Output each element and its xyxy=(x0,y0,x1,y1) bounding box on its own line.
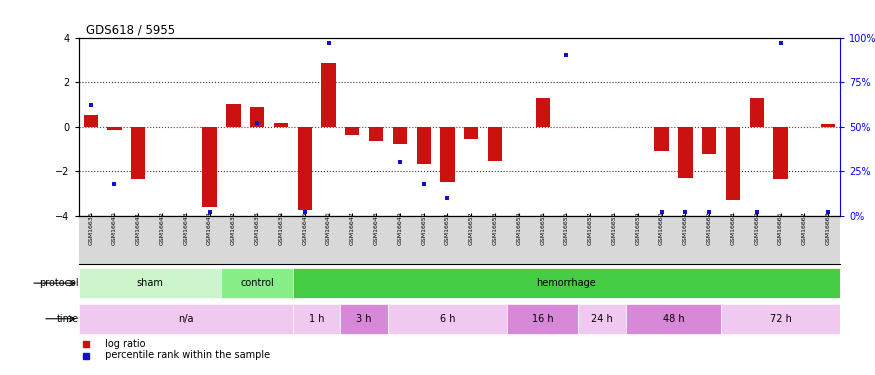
Bar xyxy=(274,123,288,127)
Bar xyxy=(821,124,836,127)
Bar xyxy=(250,106,264,127)
Bar xyxy=(108,127,122,130)
Bar xyxy=(321,63,336,127)
Bar xyxy=(507,304,578,334)
Bar xyxy=(440,127,455,182)
Bar xyxy=(131,127,145,179)
Bar xyxy=(726,127,740,200)
Text: 72 h: 72 h xyxy=(770,314,792,324)
Bar xyxy=(416,127,430,164)
Bar xyxy=(298,127,311,210)
Bar xyxy=(750,98,764,127)
Bar xyxy=(464,127,479,139)
Bar xyxy=(578,304,626,334)
Bar xyxy=(488,127,502,161)
Bar xyxy=(678,127,692,178)
Text: hemorrhage: hemorrhage xyxy=(536,278,596,288)
Text: 24 h: 24 h xyxy=(592,314,613,324)
Bar xyxy=(79,304,293,334)
Bar xyxy=(340,304,388,334)
Bar xyxy=(393,127,407,144)
Text: log ratio: log ratio xyxy=(102,339,145,349)
Text: 1 h: 1 h xyxy=(309,314,325,324)
Text: control: control xyxy=(241,278,274,288)
Bar xyxy=(293,304,340,334)
Text: 3 h: 3 h xyxy=(356,314,372,324)
Text: time: time xyxy=(57,314,79,324)
Text: protocol: protocol xyxy=(39,278,79,288)
Bar xyxy=(79,268,221,298)
Text: GDS618 / 5955: GDS618 / 5955 xyxy=(87,23,176,36)
Bar xyxy=(721,304,840,334)
Bar xyxy=(227,104,241,127)
Text: 16 h: 16 h xyxy=(532,314,554,324)
Bar xyxy=(369,127,383,141)
Bar xyxy=(293,268,840,298)
Text: percentile rank within the sample: percentile rank within the sample xyxy=(102,351,270,360)
Bar xyxy=(388,304,507,334)
Bar xyxy=(221,268,293,298)
Bar xyxy=(346,127,360,135)
Bar xyxy=(83,116,98,127)
Bar xyxy=(702,127,717,154)
Bar xyxy=(202,127,217,207)
Text: n/a: n/a xyxy=(178,314,193,324)
Bar xyxy=(654,127,668,151)
Bar xyxy=(774,127,788,179)
Text: sham: sham xyxy=(136,278,164,288)
Text: 6 h: 6 h xyxy=(440,314,455,324)
Text: 48 h: 48 h xyxy=(662,314,684,324)
Bar xyxy=(536,98,550,127)
Bar xyxy=(626,304,721,334)
